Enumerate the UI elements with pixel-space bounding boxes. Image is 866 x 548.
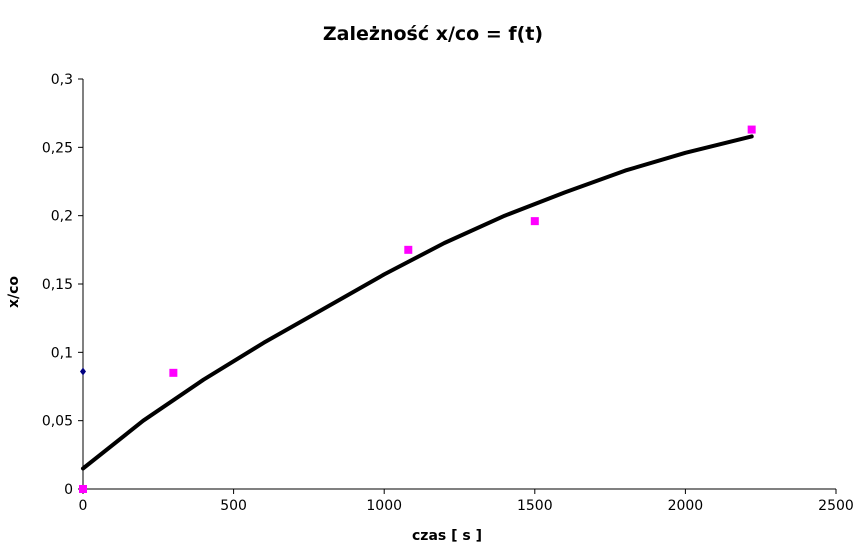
data-point-square xyxy=(79,485,87,493)
x-tick-label: 500 xyxy=(220,498,247,514)
y-tick-label: 0,25 xyxy=(42,140,73,156)
data-point-square xyxy=(530,217,539,226)
chart-title: Zależność x/co = f(t) xyxy=(323,23,543,45)
x-tick-label: 2500 xyxy=(818,498,854,514)
y-tick-label: 0,2 xyxy=(51,209,73,225)
x-tick-label: 0 xyxy=(79,498,88,514)
data-point-square xyxy=(404,245,413,254)
plot-area xyxy=(79,125,756,493)
x-tick-label: 1000 xyxy=(366,498,402,514)
y-tick-label: 0,05 xyxy=(42,414,73,430)
trend-line xyxy=(81,134,754,471)
y-tick-label: 0,15 xyxy=(42,277,73,293)
axes: 0 500 1000 1500 2000 2500 0 0,05 0,1 0,15 0,2 0,25 0… xyxy=(42,72,854,514)
x-tick-label: 1500 xyxy=(517,498,553,514)
y-axis-title: x/co xyxy=(6,276,22,308)
y-tick-label: 0,3 xyxy=(51,72,73,88)
x-tick-label: 2000 xyxy=(668,498,704,514)
y-tick-label: 0 xyxy=(64,482,73,498)
y-tick-label: 0,1 xyxy=(51,345,73,361)
x-axis-title: czas [ s ] xyxy=(412,528,482,544)
data-point-square xyxy=(169,368,178,377)
data-point-diamond xyxy=(80,367,86,376)
data-point-square xyxy=(747,125,756,134)
